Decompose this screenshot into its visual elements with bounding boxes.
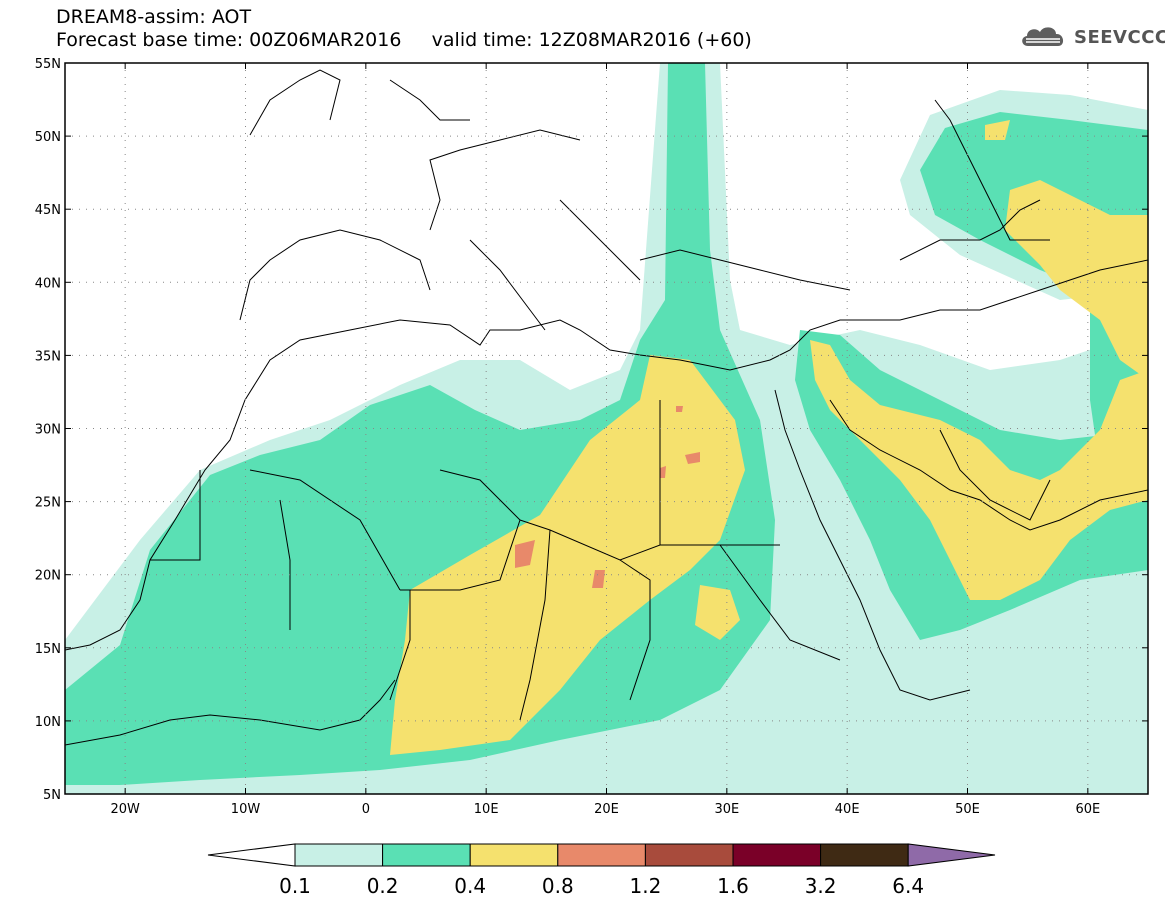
- lon-tick-label: 40E: [835, 802, 860, 817]
- logo-text: SEEVCCC: [1074, 26, 1165, 48]
- aot-level-0.4: [390, 120, 1148, 755]
- colorbar-label: 0.2: [367, 874, 399, 898]
- lon-tick-label: 0: [362, 802, 370, 817]
- lon-tick-label: 20E: [594, 802, 619, 817]
- colorbar-under-triangle: [207, 843, 296, 867]
- chart-header: DREAM8-assim: AOT Forecast base time: 00…: [56, 6, 752, 52]
- colorbar-segment: [294, 843, 384, 867]
- lon-tick-label: 30E: [714, 802, 739, 817]
- gridlines: [65, 62, 1148, 795]
- chart-title: DREAM8-assim: AOT: [56, 6, 252, 28]
- colorbar-segment: [820, 843, 909, 867]
- colorbar-segment: [644, 843, 734, 867]
- lat-tick-label: 15N: [35, 642, 61, 657]
- cloud-icon: [1022, 27, 1064, 46]
- colorbar-over-triangle: [907, 843, 996, 867]
- lon-tick-label: 50E: [955, 802, 980, 817]
- colorbar-label: 1.2: [629, 874, 661, 898]
- lat-tick-label: 10N: [35, 715, 61, 730]
- colorbar: 0.1 0.2 0.4 0.8 1.2 1.6 3.2 6.4: [207, 843, 996, 898]
- seevccc-logo: SEEVCCC: [1018, 22, 1165, 52]
- colorbar-label: 6.4: [892, 874, 924, 898]
- colorbar-label: 0.4: [454, 874, 486, 898]
- colorbar-segment: [382, 843, 471, 867]
- valid-time-label: valid time: 12Z08MAR2016 (+60): [431, 29, 752, 51]
- lat-tick-label: 50N: [35, 130, 61, 145]
- lat-tick-label: 45N: [35, 203, 61, 218]
- aot-field: [65, 63, 1148, 794]
- lat-tick-label: 20N: [35, 569, 61, 584]
- colorbar-segment: [557, 843, 646, 867]
- colorbar-label: 3.2: [805, 874, 837, 898]
- lat-tick-label: 35N: [35, 349, 61, 364]
- colorbar-segment: [732, 843, 822, 867]
- lon-tick-label: 20W: [110, 802, 140, 817]
- lat-tick-label: 40N: [35, 276, 61, 291]
- lon-tick-label: 60E: [1075, 802, 1100, 817]
- colorbar-label: 1.6: [717, 874, 749, 898]
- map-frame: [64, 62, 1149, 795]
- time-line: Forecast base time: 00Z06MAR2016 valid t…: [56, 29, 752, 52]
- colorbar-label: 0.8: [542, 874, 574, 898]
- lon-tick-label: 10E: [474, 802, 499, 817]
- lon-tick-label: 10W: [231, 802, 261, 817]
- axis-ticks: 20W 10W 0 10E 20E 30E 40E 50E 60E 5N 10N 15N 20N 25N 3…: [35, 57, 1148, 817]
- lat-tick-label: 30N: [35, 423, 61, 438]
- lat-tick-label: 55N: [35, 57, 61, 72]
- colorbar-label: 0.1: [279, 874, 311, 898]
- aot-level-0.8: [515, 406, 700, 588]
- lat-tick-label: 25N: [35, 496, 61, 511]
- base-time-label: Forecast base time: 00Z06MAR2016: [56, 29, 402, 51]
- colorbar-segment: [469, 843, 559, 867]
- coastlines: [65, 69, 1148, 746]
- lat-tick-label: 5N: [43, 788, 61, 803]
